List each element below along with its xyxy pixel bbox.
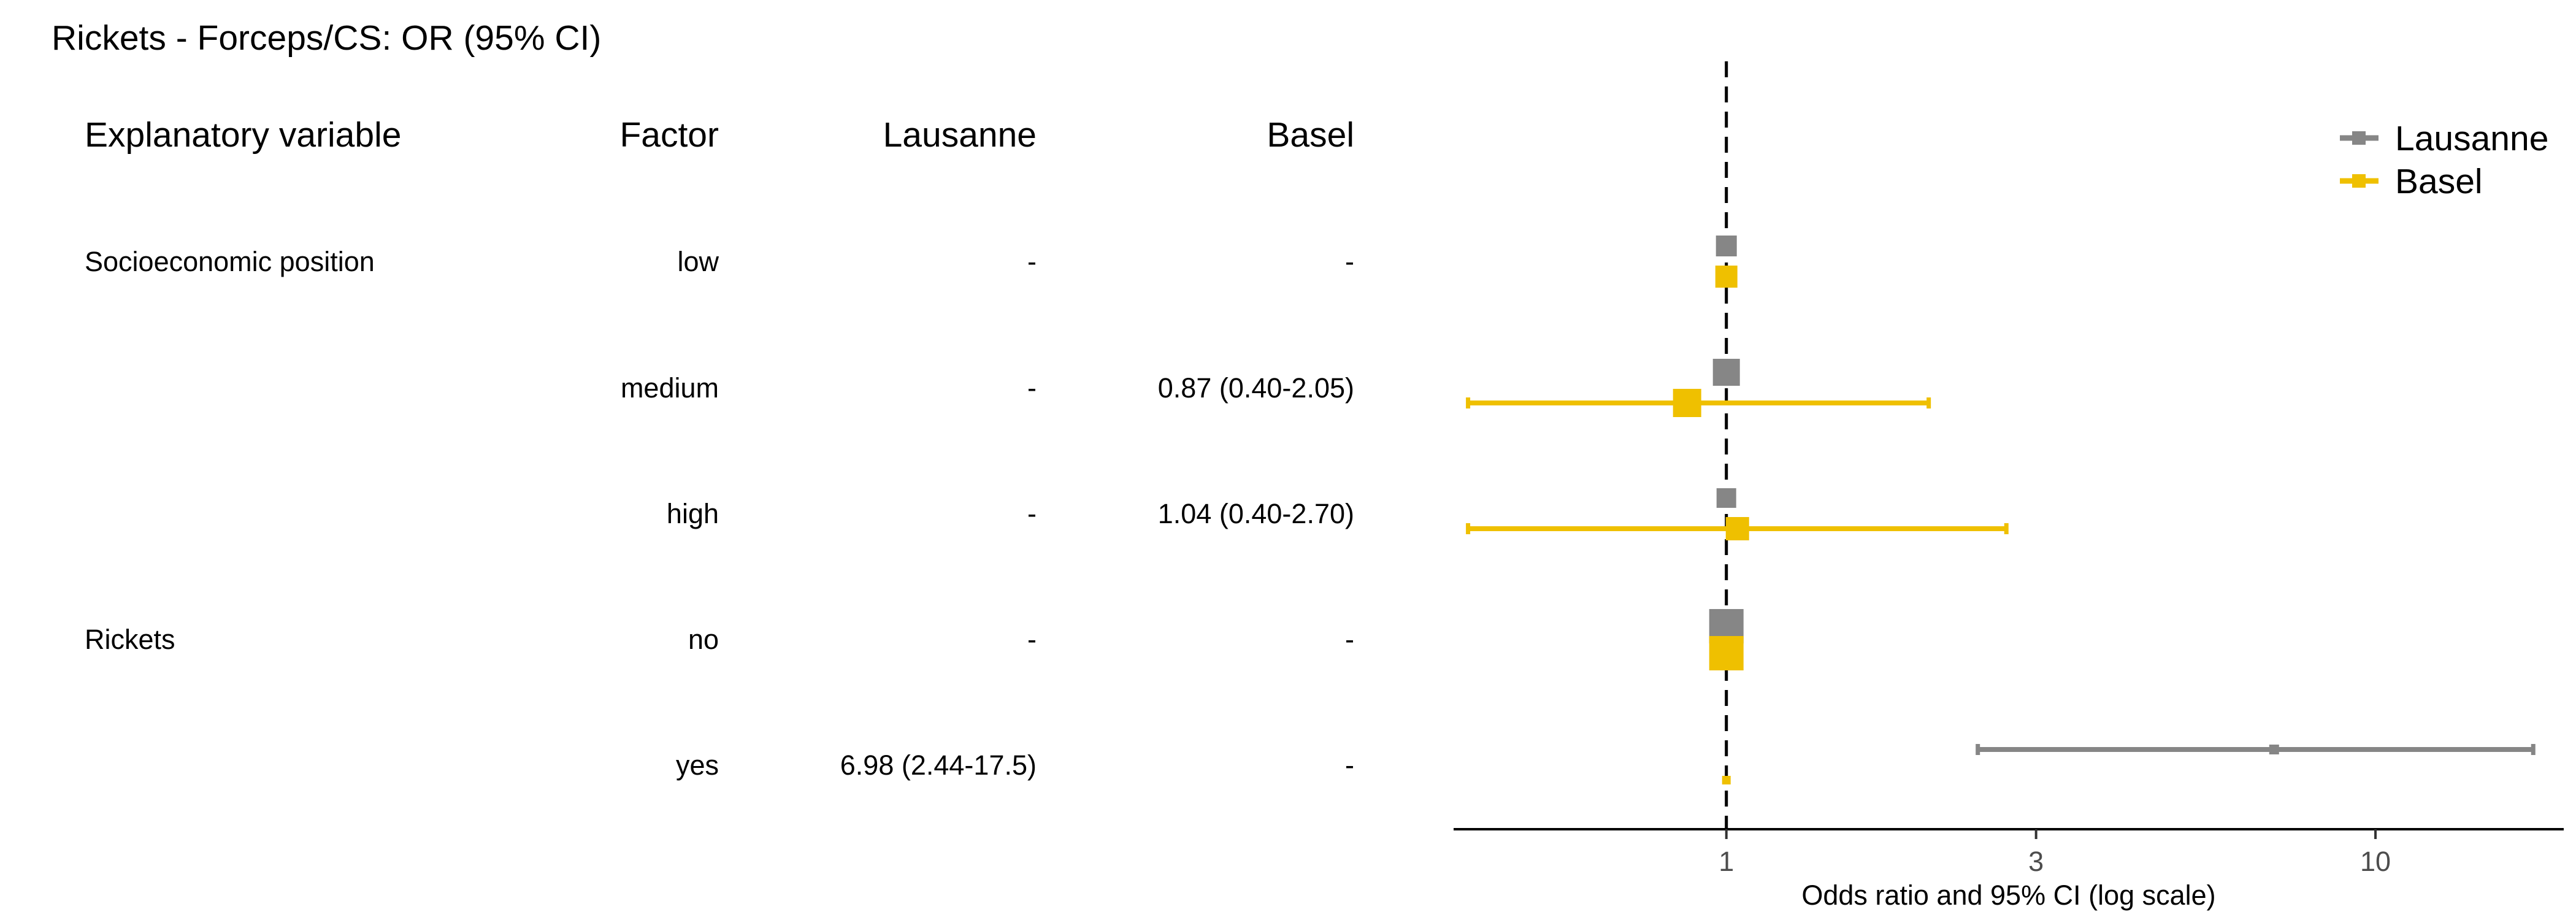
row-variable-label: Rickets xyxy=(85,624,175,655)
row-factor-label: high xyxy=(666,498,719,529)
row-lausanne-value: - xyxy=(1027,246,1037,277)
row-basel-value: - xyxy=(1345,246,1354,277)
legend-label-basel: Basel xyxy=(2395,162,2483,201)
point-basel xyxy=(1673,389,1701,417)
point-basel xyxy=(1709,636,1744,670)
header-explanatory-variable: Explanatory variable xyxy=(85,115,402,155)
point-lausanne xyxy=(2269,745,2279,754)
row-factor-label: yes xyxy=(675,749,719,781)
row-factor-label: low xyxy=(677,246,719,277)
row-basel-value: - xyxy=(1345,624,1354,655)
legend-key-marker xyxy=(2352,174,2366,188)
x-axis-title: Odds ratio and 95% CI (log scale) xyxy=(1801,880,2215,911)
x-tick-label: 1 xyxy=(1719,846,1734,877)
x-tick-label: 10 xyxy=(2360,846,2391,877)
point-lausanne xyxy=(1712,359,1740,386)
chart-title: Rickets - Forceps/CS: OR (95% CI) xyxy=(52,18,602,58)
header-lausanne: Lausanne xyxy=(883,115,1037,155)
row-basel-value: - xyxy=(1345,749,1354,781)
row-factor-label: no xyxy=(688,624,719,655)
row-lausanne-value: 6.98 (2.44-17.5) xyxy=(840,749,1037,781)
point-basel xyxy=(1722,776,1731,784)
row-basel-value: 1.04 (0.40-2.70) xyxy=(1157,498,1354,529)
row-lausanne-value: - xyxy=(1027,372,1037,404)
point-lausanne xyxy=(1716,488,1736,508)
point-lausanne xyxy=(1715,236,1737,256)
row-lausanne-value: - xyxy=(1027,498,1037,529)
x-tick-label: 3 xyxy=(2028,846,2044,877)
header-basel: Basel xyxy=(1267,115,1354,155)
row-basel-value: 0.87 (0.40-2.05) xyxy=(1157,372,1354,404)
row-factor-label: medium xyxy=(620,372,719,404)
legend-key-marker xyxy=(2352,131,2366,145)
point-basel xyxy=(1725,517,1749,540)
point-basel xyxy=(1715,266,1738,288)
legend-label-lausanne: Lausanne xyxy=(2395,119,2548,158)
header-factor: Factor xyxy=(619,115,719,155)
row-lausanne-value: - xyxy=(1027,624,1037,655)
row-variable-label: Socioeconomic position xyxy=(85,246,375,277)
